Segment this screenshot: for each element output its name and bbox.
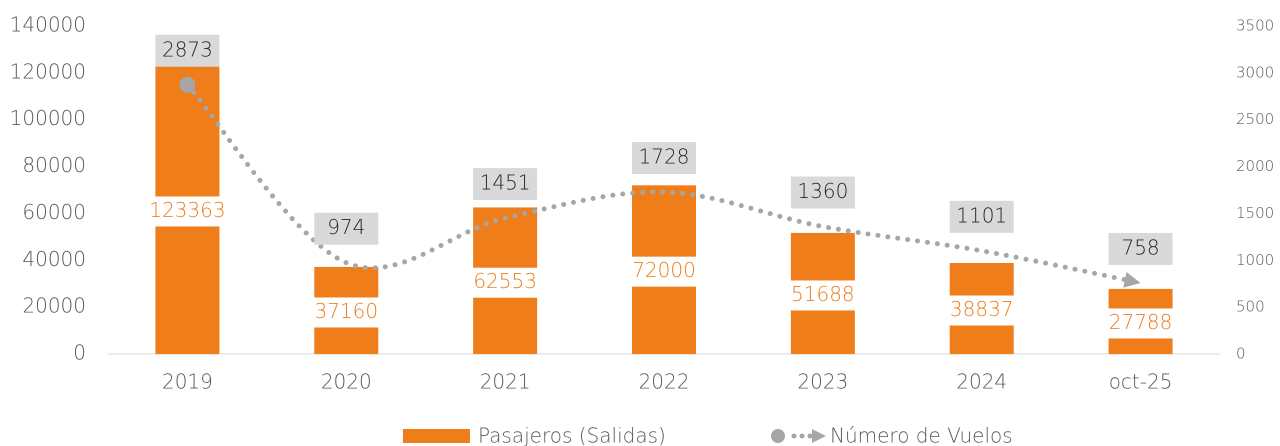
- y2-tick-label: 1000: [1236, 251, 1274, 269]
- bar-label-bg: [1104, 308, 1177, 339]
- y-tick-label: 140000: [10, 13, 86, 37]
- line-label: 1451: [480, 171, 531, 195]
- legend-swatch: [403, 429, 470, 443]
- y2-tick-label: 0: [1236, 345, 1246, 363]
- y2-tick-label: 2500: [1236, 110, 1274, 128]
- y-tick-label: 0: [73, 341, 86, 365]
- line-label-bg: [1108, 232, 1173, 265]
- line-label: 2873: [162, 37, 213, 61]
- legend-label: Número de Vuelos: [830, 424, 1013, 446]
- x-tick-label: 2024: [956, 370, 1007, 394]
- y2-tick-label: 1500: [1236, 204, 1274, 222]
- bar-label-bg: [469, 267, 542, 298]
- bar-label: 38837: [950, 297, 1014, 321]
- y2-tick-label: 3500: [1236, 17, 1274, 35]
- y2-tick-label: 500: [1236, 298, 1265, 316]
- bar-label-bg: [945, 295, 1018, 326]
- y-tick-label: 120000: [10, 59, 86, 83]
- bar-label-bg: [310, 297, 383, 328]
- legend-arrow: [812, 429, 826, 443]
- y-tick-label: 80000: [22, 153, 86, 177]
- legend-marker: [771, 429, 785, 443]
- y-tick-label: 100000: [10, 106, 86, 130]
- y2-tick-label: 2000: [1236, 157, 1274, 175]
- y2-tick-label: 3000: [1236, 63, 1274, 81]
- line-label-bg: [632, 142, 696, 175]
- x-tick-label: oct-25: [1109, 370, 1173, 394]
- line-label-bg: [949, 200, 1014, 233]
- line-label: 758: [1121, 235, 1159, 259]
- line-label-bg: [314, 212, 379, 245]
- line-label: 974: [327, 215, 365, 239]
- line-label-bg: [155, 34, 220, 67]
- bar-label: 72000: [632, 258, 696, 282]
- legend-label: Pasajeros (Salidas): [478, 424, 666, 446]
- line-label-bg: [790, 176, 855, 209]
- line-label: 1101: [956, 203, 1007, 227]
- y-tick-label: 60000: [22, 200, 86, 224]
- x-tick-label: 2021: [480, 370, 531, 394]
- x-tick-label: 2020: [321, 370, 372, 394]
- line-end-arrow: [1123, 271, 1141, 288]
- line-label: 1360: [797, 179, 848, 203]
- line: [184, 82, 1144, 286]
- bar-label-bg: [786, 280, 859, 311]
- bar-label-bg: [151, 196, 224, 227]
- bar-label: 27788: [1109, 310, 1173, 334]
- line-label-bg: [473, 168, 538, 201]
- x-tick-label: 2023: [797, 370, 848, 394]
- y-tick-label: 40000: [22, 247, 86, 271]
- x-tick-label: 2019: [162, 370, 213, 394]
- bar-label: 37160: [314, 299, 378, 323]
- bar-label: 51688: [791, 282, 855, 306]
- line-start-marker: [179, 76, 196, 93]
- line-label: 1728: [639, 145, 690, 169]
- bar-label-bg: [628, 256, 700, 287]
- bar-label: 123363: [149, 198, 225, 222]
- y-tick-label: 20000: [22, 294, 86, 318]
- x-tick-label: 2022: [639, 370, 690, 394]
- bar-label: 62553: [473, 269, 537, 293]
